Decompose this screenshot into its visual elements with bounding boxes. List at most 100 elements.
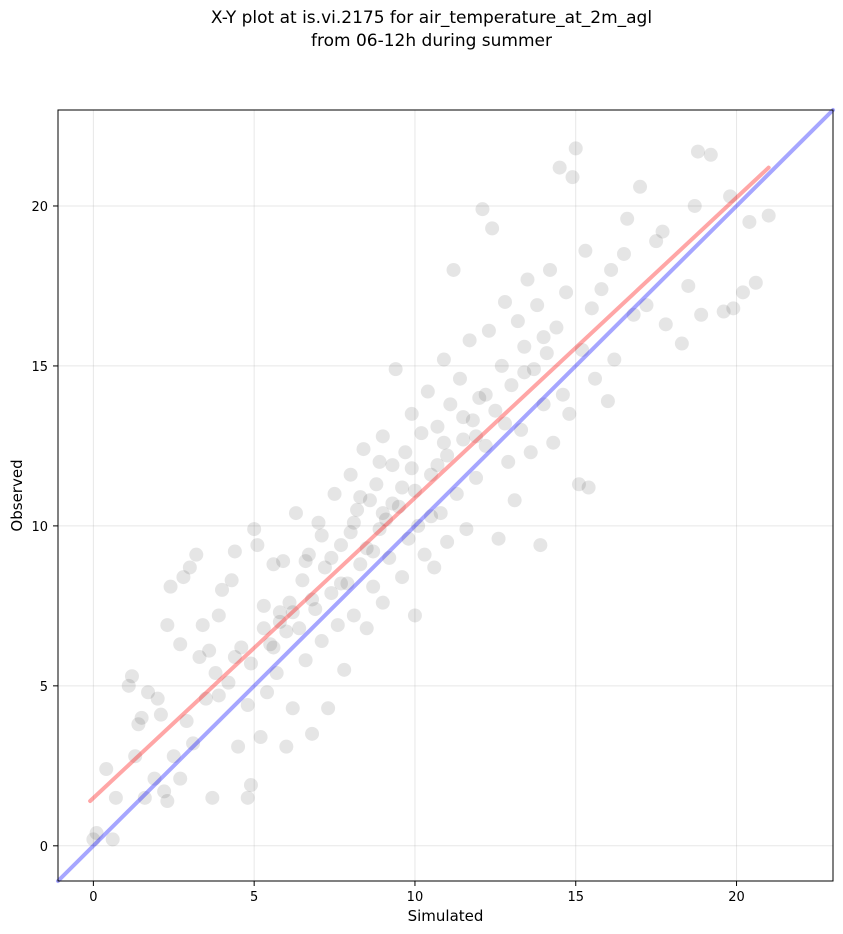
y-tick-label: 15 xyxy=(31,360,48,375)
data-point xyxy=(285,605,300,620)
data-point xyxy=(256,598,271,613)
data-point xyxy=(716,304,731,319)
data-point xyxy=(649,234,664,249)
data-point xyxy=(282,595,297,610)
data-point xyxy=(308,602,323,617)
data-point xyxy=(620,211,635,226)
data-point xyxy=(247,522,262,537)
data-point xyxy=(99,762,114,777)
data-point xyxy=(407,483,422,498)
data-point xyxy=(494,358,509,373)
data-point xyxy=(388,362,403,377)
data-point xyxy=(391,499,406,514)
data-point xyxy=(108,790,123,805)
data-point xyxy=(523,445,538,460)
chart-title: X-Y plot at is.vi.2175 for air_temperatu… xyxy=(0,7,843,53)
data-point xyxy=(449,486,464,501)
data-point xyxy=(475,202,490,217)
data-point xyxy=(565,170,580,185)
data-point xyxy=(337,662,352,677)
data-point xyxy=(221,675,236,690)
data-point xyxy=(372,454,387,469)
data-point xyxy=(311,515,326,530)
data-point xyxy=(674,336,689,351)
data-point xyxy=(131,717,146,732)
data-point xyxy=(404,461,419,476)
data-point xyxy=(128,749,143,764)
data-point xyxy=(536,330,551,345)
data-point xyxy=(333,576,348,591)
data-point xyxy=(314,634,329,649)
data-point xyxy=(350,502,365,517)
data-point xyxy=(504,378,519,393)
grid xyxy=(58,110,833,881)
data-point xyxy=(478,387,493,402)
data-point xyxy=(272,605,287,620)
x-tick-label: 15 xyxy=(567,890,584,905)
data-point xyxy=(385,496,400,511)
data-point xyxy=(205,790,220,805)
data-point xyxy=(735,285,750,300)
reference-lines xyxy=(56,108,835,883)
data-point xyxy=(594,282,609,297)
data-point xyxy=(588,371,603,386)
data-point xyxy=(305,726,320,741)
data-points xyxy=(86,141,776,847)
data-point xyxy=(366,579,381,594)
data-point xyxy=(134,710,149,725)
data-point xyxy=(356,442,371,457)
data-point xyxy=(346,608,361,623)
data-point xyxy=(526,362,541,377)
data-point xyxy=(375,506,390,521)
data-point xyxy=(571,477,586,492)
data-point xyxy=(703,147,718,162)
data-point xyxy=(555,387,570,402)
data-point xyxy=(414,426,429,441)
data-point xyxy=(687,198,702,213)
data-point xyxy=(600,394,615,409)
data-point xyxy=(446,262,461,277)
y-axis-label: Observed xyxy=(8,459,26,531)
data-point xyxy=(182,560,197,575)
data-point xyxy=(224,573,239,588)
data-point xyxy=(195,618,210,633)
data-point xyxy=(285,701,300,716)
data-point xyxy=(346,515,361,530)
data-point xyxy=(250,538,265,553)
data-point xyxy=(658,317,673,332)
data-point xyxy=(488,403,503,418)
data-point xyxy=(407,608,422,623)
data-point xyxy=(295,573,310,588)
data-point xyxy=(420,384,435,399)
data-point xyxy=(292,621,307,636)
data-point xyxy=(604,262,619,277)
data-point xyxy=(655,224,670,239)
data-point xyxy=(86,832,101,847)
data-point xyxy=(459,522,474,537)
x-tick-label: 20 xyxy=(728,890,745,905)
data-point xyxy=(497,294,512,309)
identity-line xyxy=(56,108,835,883)
data-point xyxy=(340,576,355,591)
data-point xyxy=(639,298,654,313)
data-point xyxy=(462,333,477,348)
data-point xyxy=(443,397,458,412)
data-point xyxy=(375,595,390,610)
data-point xyxy=(559,285,574,300)
data-point xyxy=(260,685,275,700)
data-point xyxy=(478,438,493,453)
data-point xyxy=(301,547,316,562)
data-point xyxy=(263,637,278,652)
data-point xyxy=(366,544,381,559)
data-point xyxy=(330,618,345,633)
data-point xyxy=(240,790,255,805)
data-point xyxy=(633,179,648,194)
data-point xyxy=(761,208,776,223)
x-tick-label: 10 xyxy=(407,890,424,905)
data-point xyxy=(298,653,313,668)
regression-line xyxy=(88,165,771,804)
data-point xyxy=(607,352,622,367)
data-point xyxy=(514,422,529,437)
data-point xyxy=(227,544,242,559)
